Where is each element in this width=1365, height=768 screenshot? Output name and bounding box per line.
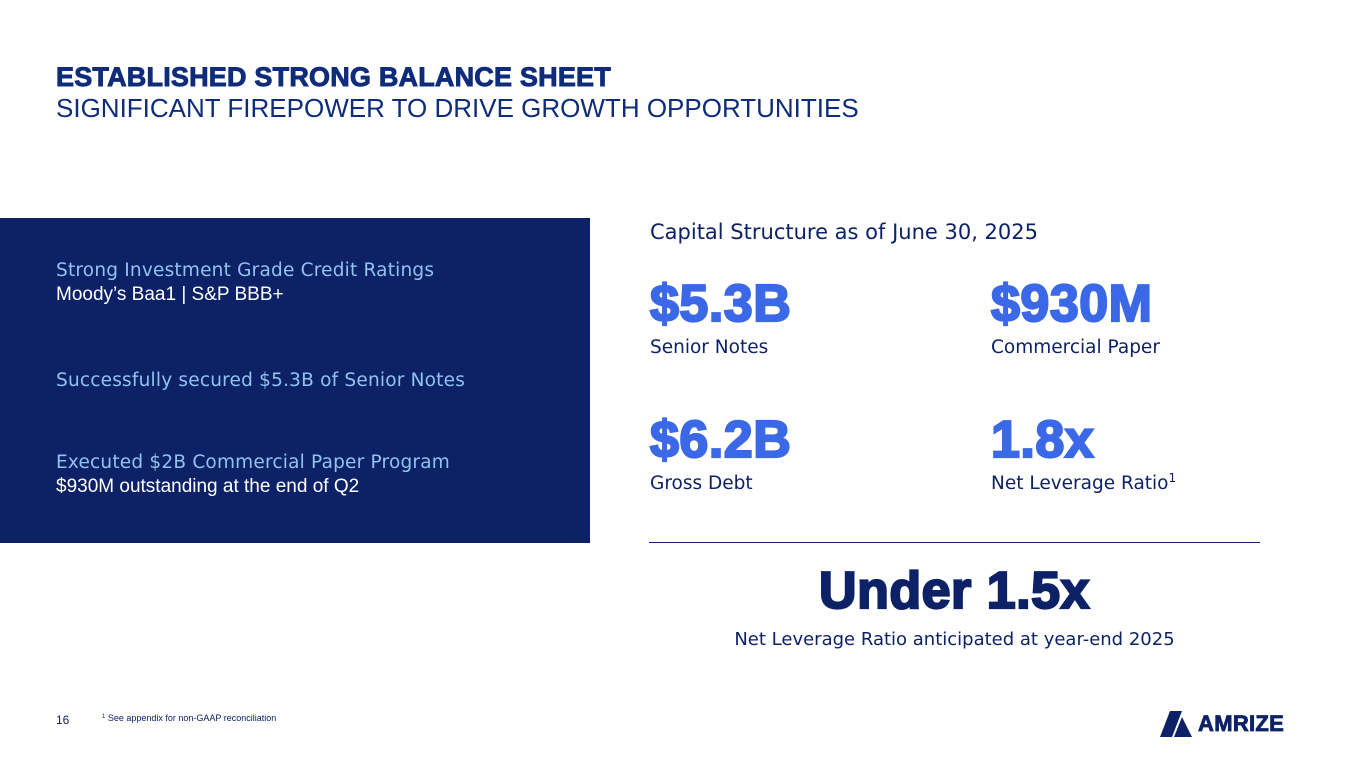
metric-label: Net Leverage Ratio1 [991, 472, 1176, 496]
logo-text: AMRIZE [1198, 711, 1285, 737]
highlight-text: $930M outstanding at the end of Q2 [56, 476, 360, 497]
footnote-marker: 1 [102, 714, 106, 720]
slide-title: ESTABLISHED STRONG BALANCE SHEET [56, 62, 612, 93]
footnote-text: See appendix for non-GAAP reconciliation [105, 713, 277, 723]
metric-label-text: Commercial Paper [991, 337, 1160, 358]
amrize-logo: AMRIZE [1160, 710, 1284, 738]
metric-value: $6.2B [649, 411, 792, 469]
highlights-panel: Strong Investment Grade Credit Ratings M… [0, 218, 590, 543]
amrize-logo-icon [1160, 711, 1192, 737]
metric-label: Gross Debt [650, 472, 791, 496]
metric-senior-notes: $5.3B Senior Notes [649, 275, 792, 360]
highlight-commercial-paper: Executed $2B Commercial Paper Program $9… [56, 451, 450, 499]
metric-commercial-paper: $930M Commercial Paper [990, 275, 1160, 360]
divider-line [649, 542, 1260, 543]
metric-label-text: Senior Notes [650, 337, 769, 358]
metric-value: $5.3B [649, 275, 792, 333]
metric-gross-debt: $6.2B Gross Debt [649, 411, 792, 496]
page-number: 16 [56, 713, 70, 727]
footnote: 1 See appendix for non-GAAP reconciliati… [102, 711, 276, 725]
target-leverage-label: Net Leverage Ratio anticipated at year-e… [734, 629, 1175, 650]
metric-label: Commercial Paper [991, 336, 1160, 360]
footnote-reference: 1 [1168, 471, 1177, 485]
slide-subtitle: SIGNIFICANT FIREPOWER TO DRIVE GROWTH OP… [56, 93, 859, 123]
metric-net-leverage: 1.8x Net Leverage Ratio1 [990, 411, 1176, 496]
metric-value: $930M [990, 275, 1153, 333]
metric-label: Senior Notes [650, 336, 791, 360]
target-leverage-value: Under 1.5x [818, 561, 1091, 621]
metric-value: 1.8x [990, 411, 1095, 469]
highlight-heading: Executed $2B Commercial Paper Program [56, 452, 450, 473]
highlight-text: Moody’s Baa1 | S&P BBB+ [56, 284, 284, 305]
highlight-credit-ratings: Strong Investment Grade Credit Ratings M… [56, 259, 434, 307]
highlight-senior-notes: Successfully secured $5.3B of Senior Not… [56, 369, 465, 393]
metric-label-text: Gross Debt [650, 473, 753, 494]
highlight-heading: Successfully secured $5.3B of Senior Not… [56, 370, 466, 391]
capital-structure-heading: Capital Structure as of June 30, 2025 [650, 220, 1038, 244]
highlight-heading: Strong Investment Grade Credit Ratings [56, 260, 435, 281]
metric-label-text: Net Leverage Ratio [991, 473, 1169, 494]
